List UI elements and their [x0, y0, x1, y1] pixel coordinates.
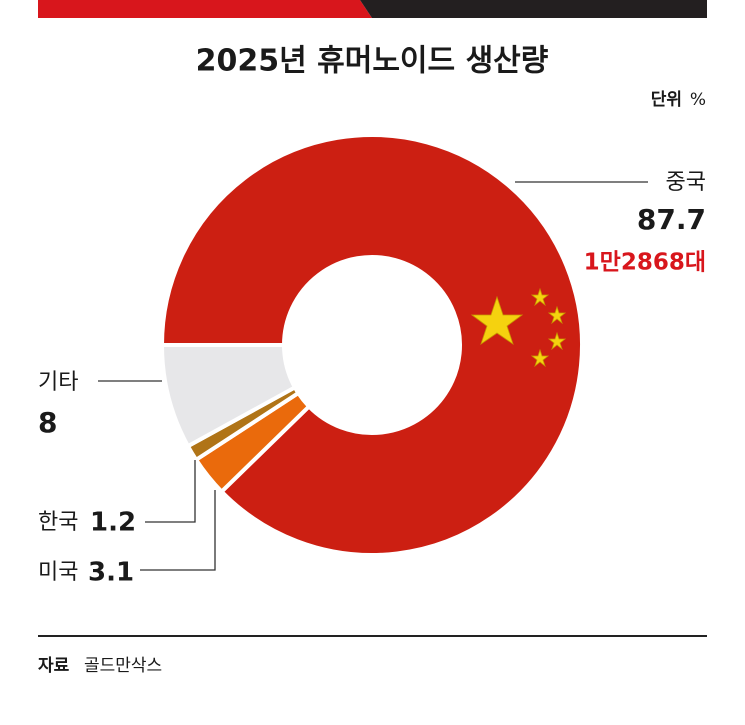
category-label: 기타 [38, 370, 78, 395]
header-bar-red [38, 0, 372, 18]
unit-label: 단위 [651, 90, 682, 110]
value-label: 3.1 [88, 558, 134, 588]
annotation: 1만2868대 [584, 250, 706, 276]
donut [159, 133, 584, 557]
header-bar-dark [360, 0, 707, 18]
value-label: 8 [38, 406, 57, 439]
leader-line [140, 490, 216, 571]
chart-title: 2025년 휴머노이드 생산량 [196, 44, 549, 79]
unit: % [690, 90, 706, 110]
flag-stars [470, 287, 567, 368]
leader-line [145, 460, 196, 523]
donut-slice [159, 343, 298, 449]
source-label: 자료 [38, 656, 70, 676]
category-label: 중국 [666, 170, 706, 195]
value-label: 87.7 [637, 203, 706, 236]
category-label: 미국 [38, 560, 78, 585]
value-label: 1.2 [90, 508, 136, 538]
source: 골드만삭스 [84, 656, 162, 676]
category-label: 한국 [38, 510, 78, 535]
